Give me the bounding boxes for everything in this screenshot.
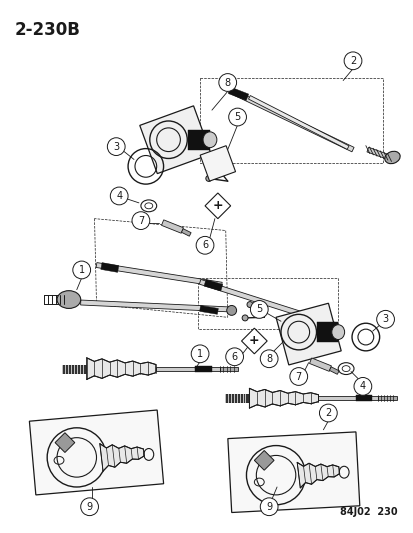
Text: 8: 8 bbox=[266, 354, 272, 364]
Text: 6: 6 bbox=[231, 352, 237, 362]
Polygon shape bbox=[297, 463, 339, 488]
Text: 2: 2 bbox=[349, 56, 355, 66]
Circle shape bbox=[376, 310, 394, 328]
Circle shape bbox=[242, 315, 247, 321]
Polygon shape bbox=[219, 367, 237, 370]
Polygon shape bbox=[199, 146, 235, 181]
Circle shape bbox=[218, 74, 236, 91]
Polygon shape bbox=[204, 279, 222, 291]
Circle shape bbox=[343, 52, 361, 70]
Text: 9: 9 bbox=[86, 502, 93, 512]
Text: 8: 8 bbox=[224, 77, 230, 87]
Circle shape bbox=[247, 302, 252, 308]
Circle shape bbox=[212, 163, 218, 169]
Ellipse shape bbox=[57, 290, 81, 309]
Polygon shape bbox=[101, 263, 119, 272]
Circle shape bbox=[110, 187, 128, 205]
Polygon shape bbox=[199, 305, 218, 314]
Polygon shape bbox=[316, 322, 337, 342]
Text: 3: 3 bbox=[382, 314, 388, 324]
Polygon shape bbox=[81, 300, 229, 312]
Polygon shape bbox=[309, 358, 331, 372]
Text: 9: 9 bbox=[266, 502, 272, 512]
Text: 4: 4 bbox=[359, 382, 365, 391]
Text: 7: 7 bbox=[295, 372, 301, 382]
Text: 1: 1 bbox=[197, 349, 203, 359]
Polygon shape bbox=[195, 366, 211, 372]
Polygon shape bbox=[228, 87, 248, 101]
Text: 6: 6 bbox=[202, 240, 208, 251]
Text: 2-230B: 2-230B bbox=[14, 21, 80, 39]
Circle shape bbox=[107, 138, 125, 156]
Circle shape bbox=[250, 301, 268, 318]
Polygon shape bbox=[29, 410, 163, 495]
Text: 5: 5 bbox=[256, 304, 262, 314]
Polygon shape bbox=[55, 433, 75, 453]
Text: 1: 1 bbox=[78, 265, 85, 275]
Polygon shape bbox=[254, 450, 273, 470]
Circle shape bbox=[205, 175, 211, 181]
Polygon shape bbox=[96, 263, 222, 287]
Circle shape bbox=[226, 305, 236, 316]
Circle shape bbox=[260, 498, 278, 515]
Circle shape bbox=[228, 108, 246, 126]
Polygon shape bbox=[241, 328, 266, 354]
Polygon shape bbox=[329, 367, 338, 374]
Circle shape bbox=[289, 368, 307, 385]
Polygon shape bbox=[228, 88, 353, 152]
Polygon shape bbox=[188, 130, 209, 150]
Polygon shape bbox=[318, 396, 377, 400]
Ellipse shape bbox=[331, 325, 344, 340]
Circle shape bbox=[196, 237, 214, 254]
Circle shape bbox=[260, 350, 278, 368]
Circle shape bbox=[353, 377, 371, 395]
Polygon shape bbox=[155, 367, 219, 370]
Polygon shape bbox=[366, 147, 389, 160]
Text: 3: 3 bbox=[113, 142, 119, 151]
Polygon shape bbox=[199, 279, 333, 327]
Text: 4: 4 bbox=[116, 191, 122, 201]
Text: 2: 2 bbox=[325, 408, 331, 418]
Circle shape bbox=[73, 261, 90, 279]
Polygon shape bbox=[204, 193, 230, 219]
Circle shape bbox=[225, 348, 243, 366]
Circle shape bbox=[319, 404, 337, 422]
Polygon shape bbox=[355, 395, 371, 401]
Text: 5: 5 bbox=[234, 112, 240, 122]
Polygon shape bbox=[100, 443, 144, 471]
Polygon shape bbox=[377, 396, 396, 400]
Text: 7: 7 bbox=[138, 216, 144, 225]
Circle shape bbox=[191, 345, 209, 362]
Polygon shape bbox=[248, 95, 348, 149]
Polygon shape bbox=[224, 394, 249, 402]
Polygon shape bbox=[161, 220, 183, 233]
Polygon shape bbox=[181, 229, 191, 236]
Ellipse shape bbox=[202, 132, 216, 148]
Polygon shape bbox=[275, 303, 340, 365]
Text: 84J02  230: 84J02 230 bbox=[339, 506, 396, 516]
Polygon shape bbox=[227, 432, 359, 513]
Polygon shape bbox=[62, 365, 86, 373]
Circle shape bbox=[132, 212, 150, 230]
Text: +: + bbox=[212, 199, 223, 212]
Polygon shape bbox=[86, 358, 155, 379]
Text: +: + bbox=[249, 335, 259, 348]
Circle shape bbox=[81, 498, 98, 515]
Ellipse shape bbox=[384, 151, 399, 164]
Polygon shape bbox=[249, 389, 318, 408]
Polygon shape bbox=[140, 106, 211, 174]
